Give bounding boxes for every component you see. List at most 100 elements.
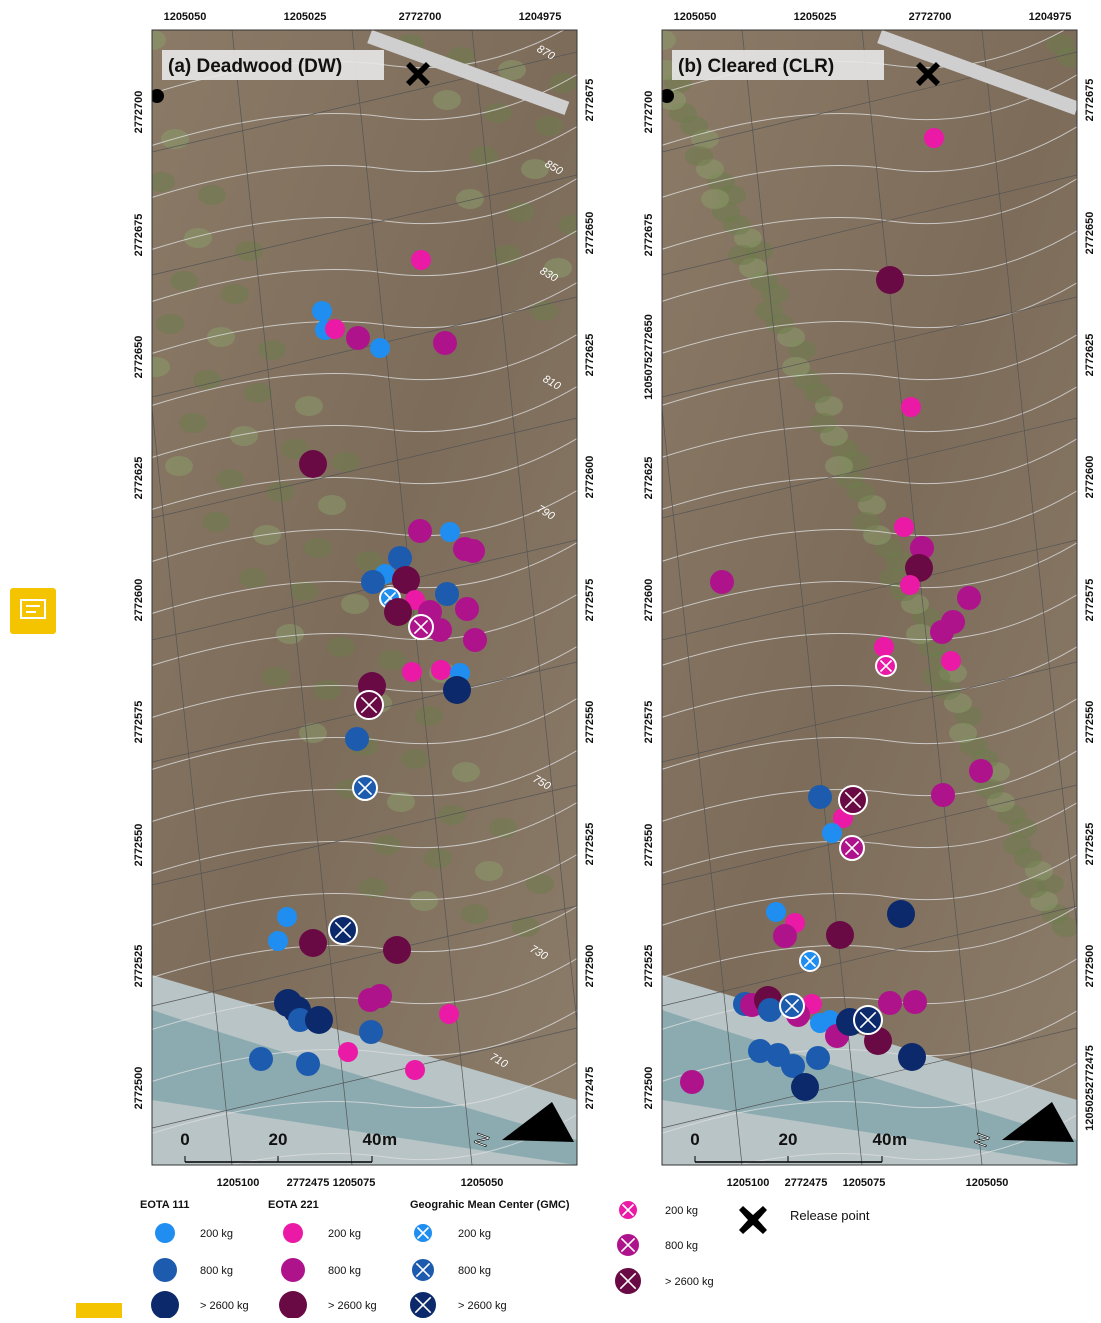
- vegetation: [318, 495, 346, 515]
- gmc-cross: [334, 921, 352, 939]
- left-tick-label: 2772500: [643, 1067, 655, 1110]
- top-tick-label: 2772700: [909, 11, 952, 23]
- impact-point: [443, 676, 471, 704]
- road: [877, 30, 1077, 115]
- contour-line: [662, 490, 1077, 562]
- note-icon-glyph: [20, 599, 46, 619]
- impact-point: [957, 586, 981, 610]
- contour-line: [152, 385, 577, 459]
- legend-label: 200 kg: [328, 1228, 361, 1240]
- contour-line: [662, 906, 1077, 978]
- legend-release-point: [739, 1206, 767, 1234]
- grid-line: [981, 30, 1077, 932]
- impact-point: [435, 582, 459, 606]
- gmc-cross: [621, 1203, 635, 1217]
- contour-line: [152, 437, 577, 511]
- legend-label: > 2600 kg: [200, 1300, 249, 1312]
- vegetation: [549, 73, 577, 93]
- right-tick-label: 2772675: [584, 79, 596, 122]
- panel-frame: [661, 29, 1078, 1166]
- grid-line: [662, 784, 1077, 886]
- impact-point: [930, 620, 954, 644]
- vegetation: [410, 891, 438, 911]
- vegetation: [470, 146, 498, 166]
- right-tick-label: 2772575: [584, 579, 596, 622]
- vegetation: [530, 301, 558, 321]
- top-tick-label: 1204975: [519, 11, 562, 23]
- grid-line: [741, 30, 863, 1165]
- left-tick-label: 2772525: [643, 945, 655, 988]
- vegetation: [976, 779, 1004, 799]
- legend-label: 800 kg: [200, 1265, 233, 1277]
- vegetation: [359, 878, 387, 898]
- vegetation: [244, 383, 272, 403]
- vegetation: [507, 202, 535, 222]
- grid-line: [662, 296, 1077, 398]
- legend-label: 200 kg: [458, 1228, 491, 1240]
- vegetation: [809, 413, 837, 433]
- vegetation: [216, 469, 244, 489]
- left-tick-label: 2772600: [133, 579, 145, 622]
- gmc-cross: [879, 659, 893, 673]
- right-tick-label: 2772650: [584, 212, 596, 255]
- gmc-cross: [620, 1237, 636, 1253]
- scale-label: 20: [269, 1130, 288, 1149]
- impact-point: [808, 785, 832, 809]
- left-tick-label: 2772675: [643, 214, 655, 257]
- panel-frame: [151, 29, 578, 1166]
- vegetation: [452, 762, 480, 782]
- vegetation: [230, 426, 258, 446]
- right-tick-label: 2772575: [1084, 579, 1096, 622]
- left-tick-label: 2772625: [643, 457, 655, 500]
- impact-point: [249, 1047, 273, 1071]
- impact-point: [874, 637, 894, 657]
- gmc-cross: [859, 1011, 877, 1029]
- left-tick-label: 2772575: [643, 701, 655, 744]
- right-tick-label: 2772650: [1084, 212, 1096, 255]
- contour-line: [662, 698, 1077, 770]
- impact-point: [383, 936, 411, 964]
- top-tick-label: 1204975: [1029, 11, 1072, 23]
- contour-line: [662, 854, 1077, 926]
- vegetation: [235, 241, 263, 261]
- panel-title: (a) Deadwood (DW): [168, 56, 342, 77]
- vegetation: [685, 146, 713, 166]
- impact-point: [898, 1043, 926, 1071]
- top-tick-label: 1205050: [674, 11, 717, 23]
- right-tick-label: 2772550: [584, 701, 596, 744]
- vegetation: [438, 805, 466, 825]
- grid-line: [152, 1027, 577, 1129]
- contour-line: [662, 438, 1077, 510]
- grid-line: [662, 174, 1077, 276]
- right-tick-label: 2772500: [1084, 945, 1096, 988]
- impact-point: [370, 338, 390, 358]
- grid-line: [662, 417, 1077, 519]
- vegetation: [489, 818, 517, 838]
- impact-point: [901, 397, 921, 417]
- gmc-cross: [619, 1272, 637, 1290]
- vegetation: [922, 667, 950, 687]
- impact-point: [279, 1291, 307, 1319]
- gmc-cross: [360, 696, 378, 714]
- gmc-cross: [414, 1296, 432, 1314]
- impact-point: [361, 570, 385, 594]
- impact-point: [338, 1042, 358, 1062]
- note-icon[interactable]: [76, 1303, 122, 1318]
- grid-line: [662, 1027, 1077, 1129]
- vegetation: [179, 413, 207, 433]
- impact-point: [905, 554, 933, 582]
- vegetation: [239, 568, 267, 588]
- bottom-tick-label: 1205100: [217, 1177, 260, 1189]
- impact-point: [900, 575, 920, 595]
- contour-line: [662, 282, 1077, 354]
- impact-point: [876, 266, 904, 294]
- vegetation: [152, 357, 170, 377]
- vegetation: [299, 723, 327, 743]
- right-tick-label: 12050252772475: [1084, 1045, 1096, 1131]
- contour-line: [662, 386, 1077, 458]
- left-tick-label: 2772550: [133, 824, 145, 867]
- top-tick-label: 1205025: [794, 11, 837, 23]
- legend-label: 800 kg: [665, 1240, 698, 1252]
